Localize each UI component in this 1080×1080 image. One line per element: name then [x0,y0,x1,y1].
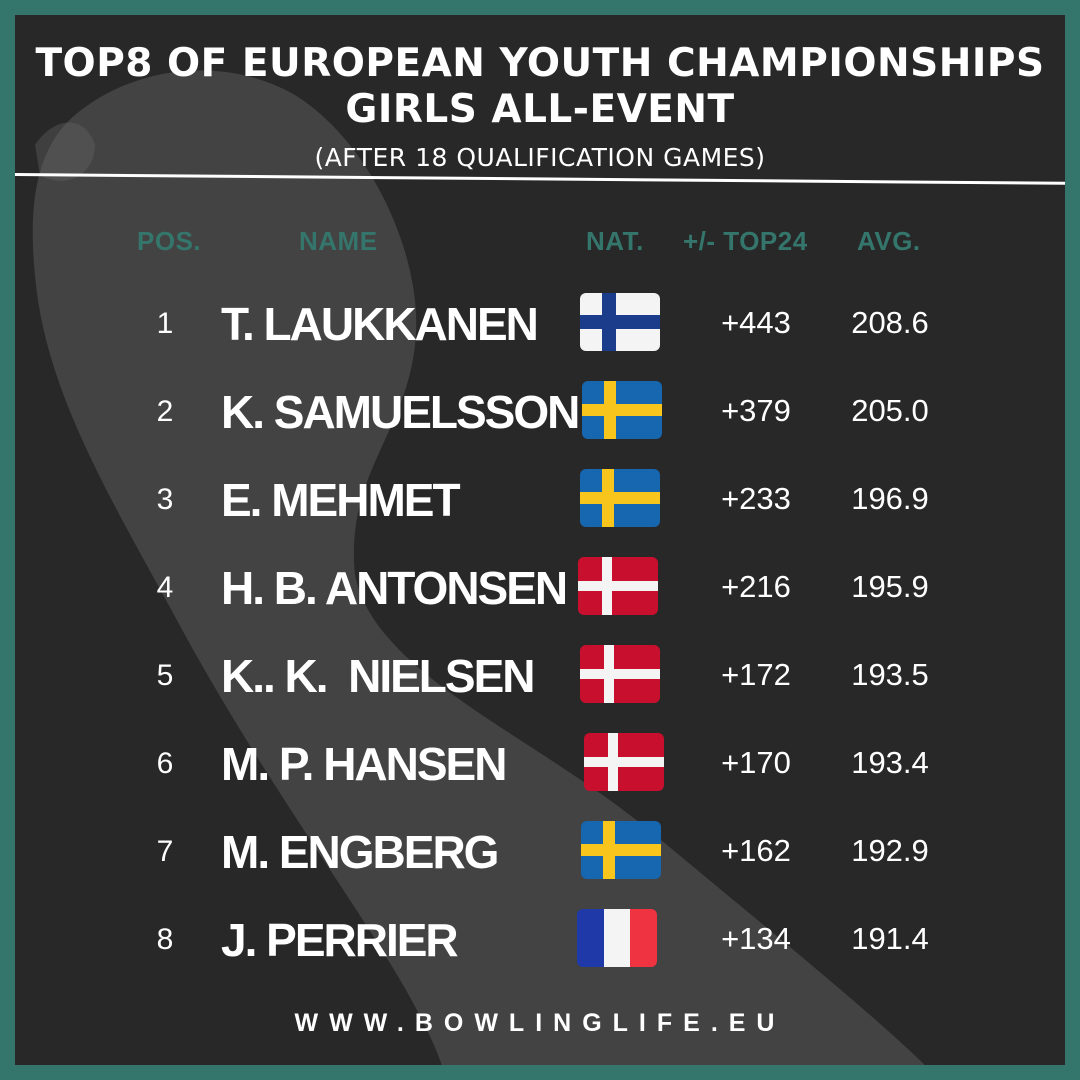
column-header-top24: +/- TOP24 [683,226,808,256]
row-average: 205.0 [851,393,929,428]
row-player-name: M. ENGBERG [221,826,499,878]
row-average: 208.6 [851,305,929,340]
row-position: 4 [156,571,174,604]
bowling-pin-background-shape [32,70,925,1065]
column-header-pos: POS. [137,226,202,256]
row-diff-top24: +379 [721,393,791,428]
row-position: 7 [156,835,174,868]
row-diff-top24: +172 [721,657,791,692]
row-position: 1 [156,307,174,340]
row-diff-top24: +170 [721,745,791,780]
row-diff-top24: +134 [721,921,791,956]
row-diff-top24: +443 [721,305,791,340]
row-position: 6 [156,747,174,780]
title-line-1: TOP8 OF EUROPEAN YOUTH CHAMPIONSHIPS [35,41,1045,86]
row-average: 193.5 [851,657,929,692]
table-row: 5 K.. K. NIELSEN +172 193.5 [15,629,1065,717]
table-row: 4 H. B. ANTONSEN +216 195.9 [15,541,1065,629]
column-header-nat: NAT. [586,226,644,256]
standings-table: 1 T. LAUKKANEN +443 208.6 2 K. SAMUELSSON +379… [15,15,1065,1065]
row-position: 5 [156,659,174,692]
row-player-name: E. MEHMET [221,474,461,526]
row-position: 2 [156,395,174,428]
denmark-flag-icon [578,557,658,615]
subtitle: (AFTER 18 QUALIFICATION GAMES) [314,143,766,172]
row-diff-top24: +233 [721,481,791,516]
sweden-flag-icon [581,821,661,879]
row-average: 193.4 [851,745,929,780]
row-diff-top24: +162 [721,833,791,868]
row-player-name: K. SAMUELSSON [221,386,580,438]
row-average: 191.4 [851,921,929,956]
title-line-2: GIRLS ALL-EVENT [345,87,735,132]
column-header-name: NAME [299,226,378,256]
sweden-flag-icon [580,469,660,527]
row-player-name: H. B. ANTONSEN [221,562,568,614]
table-row: 8 J. PERRIER +134 191.4 [15,893,1065,981]
table-row: 3 E. MEHMET +233 196.9 [15,453,1065,541]
denmark-flag-icon [584,733,664,791]
table-row: 7 M. ENGBERG +162 192.9 [15,805,1065,893]
row-average: 192.9 [851,833,929,868]
finland-flag-icon [580,293,660,351]
row-player-name: J. PERRIER [221,914,459,966]
table-row: 6 M. P. HANSEN +170 193.4 [15,717,1065,805]
table-row: 2 K. SAMUELSSON +379 205.0 [15,365,1065,453]
row-average: 195.9 [851,569,929,604]
sweden-flag-icon [582,381,662,439]
row-player-name: T. LAUKKANEN [221,298,539,350]
row-position: 3 [156,483,174,516]
row-player-name: K.. K. NIELSEN [221,650,535,702]
row-player-name: M. P. HANSEN [221,738,507,790]
row-position: 8 [156,923,174,956]
website-url[interactable]: WWW.BOWLINGLIFE.EU [294,1009,786,1037]
france-flag-icon [577,909,657,967]
denmark-flag-icon [580,645,660,703]
column-header-avg: AVG. [857,226,921,256]
table-row: 1 T. LAUKKANEN +443 208.6 [15,277,1065,365]
content-panel: TOP8 OF EUROPEAN YOUTH CHAMPIONSHIPS GIR… [15,15,1065,1065]
row-diff-top24: +216 [721,569,791,604]
row-average: 196.9 [851,481,929,516]
